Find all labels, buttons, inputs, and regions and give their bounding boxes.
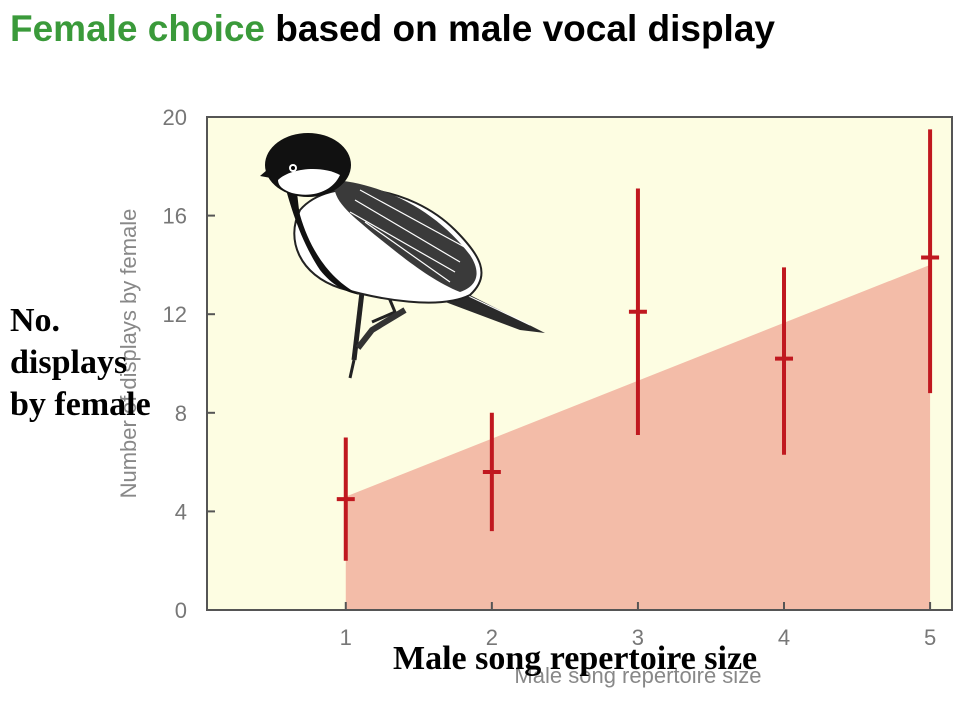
data-marks	[336, 129, 940, 561]
x-tick-label: 2	[486, 625, 498, 650]
x-axis-label: Male song repertoire size	[514, 663, 761, 688]
y-tick-label: 8	[175, 401, 187, 426]
x-tick-label: 3	[632, 625, 644, 650]
overlay-y-label-line-2: displays	[10, 344, 128, 381]
overlay-y-label-line-1: No.	[10, 302, 61, 339]
title-rest: based on male vocal display	[265, 8, 775, 49]
overlay-y-label-line-3: by female	[10, 386, 151, 423]
y-tick-label: 20	[163, 105, 187, 130]
y-tick-label: 16	[163, 204, 187, 229]
great-tit-bird-icon	[260, 133, 545, 379]
x-tick-label: 1	[340, 625, 352, 650]
plot-frame	[206, 116, 953, 611]
y-tick-label: 4	[175, 499, 187, 524]
title-highlight: Female choice	[10, 8, 266, 49]
y-tick-label: 0	[175, 598, 187, 623]
y-axis-label: Number of displays by female	[116, 209, 141, 499]
slide-title: Female choice based on male vocal displa…	[10, 8, 775, 50]
x-tick-label: 5	[924, 625, 936, 650]
x-tick-label: 4	[778, 625, 790, 650]
overlay-y-label: No. displays by female	[10, 300, 200, 426]
overlay-x-label: Male song repertoire size	[393, 640, 758, 677]
y-tick-label: 12	[163, 302, 187, 327]
